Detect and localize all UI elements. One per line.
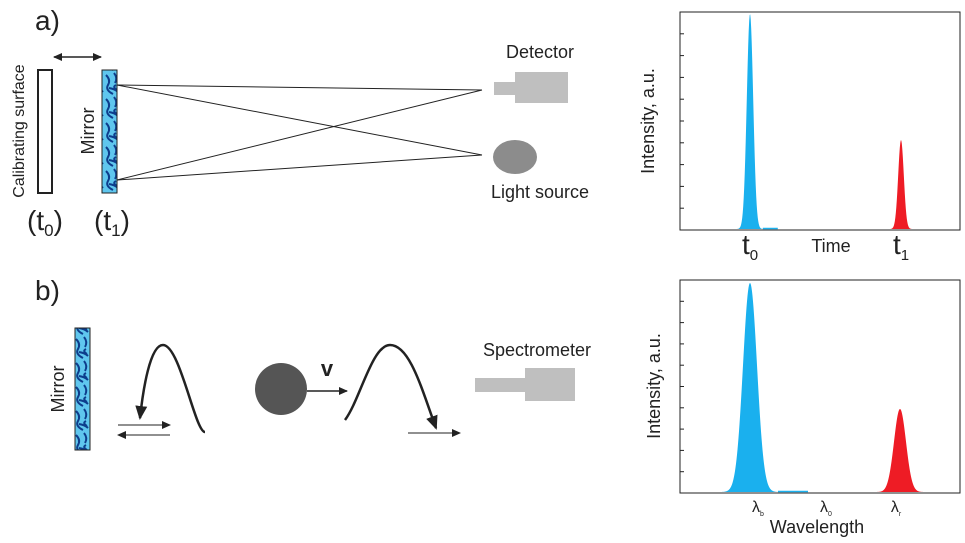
spectrometer-label: Spectrometer: [483, 340, 591, 360]
peak: [876, 409, 924, 492]
detector: [515, 72, 568, 103]
lambda-r-tick: λr: [891, 499, 902, 518]
light-source-label: Light source: [491, 182, 589, 202]
y-axis-label: Intensity, a.u.: [638, 68, 658, 174]
chart-frame: [680, 280, 960, 493]
t1-label: (t1): [94, 205, 130, 240]
peak: [890, 140, 912, 229]
t0-tick: t0: [742, 229, 758, 264]
lambda-b-tick: λb: [752, 499, 764, 518]
calibrating-surface: [38, 70, 52, 193]
figure: a) Calibrating surface Mirror (t0) (t1) …: [0, 0, 965, 543]
spectrometer-nozzle: [475, 378, 527, 392]
time-chart: Intensity, a.u. t0 Time t1: [638, 12, 960, 264]
x-axis-label: Time: [811, 236, 850, 256]
mirror-label: Mirror: [48, 366, 68, 413]
peak: [722, 283, 778, 492]
panel-label: b): [35, 275, 60, 306]
reflected-wave: [140, 345, 205, 432]
emitted-wave: [345, 345, 436, 428]
y-axis-label: Intensity, a.u.: [644, 333, 664, 439]
light-source: [493, 140, 537, 174]
moving-source: [255, 363, 307, 415]
peak: [737, 14, 763, 229]
wavelength-chart: Intensity, a.u. λb λ0 λr Wavelength: [644, 280, 960, 537]
chart-frame: [680, 12, 960, 230]
velocity-label: v: [321, 356, 334, 381]
calibrating-surface-label: Calibrating surface: [11, 64, 28, 198]
mirror: [102, 70, 117, 193]
detector-label: Detector: [506, 42, 574, 62]
detector-nozzle: [494, 82, 516, 95]
t0-label: (t0): [27, 205, 63, 240]
mirror-label: Mirror: [78, 108, 98, 155]
mirror: [75, 328, 90, 450]
beams: [117, 85, 482, 180]
spectrometer: [525, 368, 575, 401]
panel-label: a): [35, 5, 60, 36]
lambda-0-tick: λ0: [820, 499, 832, 518]
t1-tick: t1: [893, 229, 909, 264]
x-axis-label: Wavelength: [770, 517, 864, 537]
